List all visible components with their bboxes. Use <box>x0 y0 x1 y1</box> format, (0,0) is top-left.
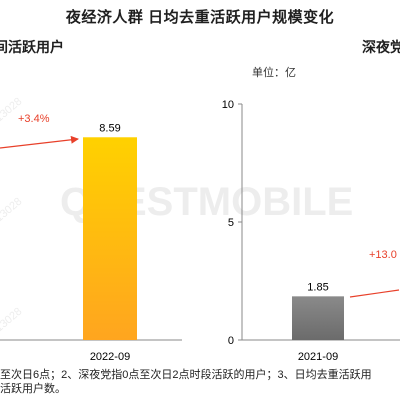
bar-2021-09 <box>292 296 344 340</box>
left-panel-title: 间活跃用户 <box>0 39 64 55</box>
footnote: 至次日6点；2、深夜党指0点至次日2点时段活跃的用户；3、日均去重活跃用 活跃用… <box>0 368 400 396</box>
growth-arrow <box>0 135 79 149</box>
growth-label: +13.0 <box>369 249 397 261</box>
bar-2022-09 <box>83 137 137 340</box>
chart-title: 夜经济人群 日均去重活跃用户规模变化 <box>65 9 335 26</box>
y-tick-label: 5 <box>228 217 234 229</box>
data-label: 8.59 <box>99 122 120 134</box>
right-panel-title: 深夜党 <box>362 39 400 55</box>
y-tick-label: 10 <box>222 99 234 111</box>
growth-label: +3.4% <box>18 113 50 125</box>
watermark-id: 0.13028 <box>0 306 24 341</box>
data-label: 1.85 <box>307 281 328 293</box>
unit-label: 单位：亿 <box>252 67 296 79</box>
footnote-line: 活跃用户数。 <box>0 383 66 395</box>
y-tick-label: 0 <box>228 335 234 347</box>
x-tick-label: 2022-09 <box>90 351 130 363</box>
x-tick-label: 2021-09 <box>298 351 338 363</box>
watermark-id: 0.13028 <box>0 196 24 231</box>
footnote-line: 至次日6点；2、深夜党指0点至次日2点时段活跃的用户；3、日均去重活跃用 <box>0 369 372 381</box>
growth-arrow <box>349 289 400 298</box>
